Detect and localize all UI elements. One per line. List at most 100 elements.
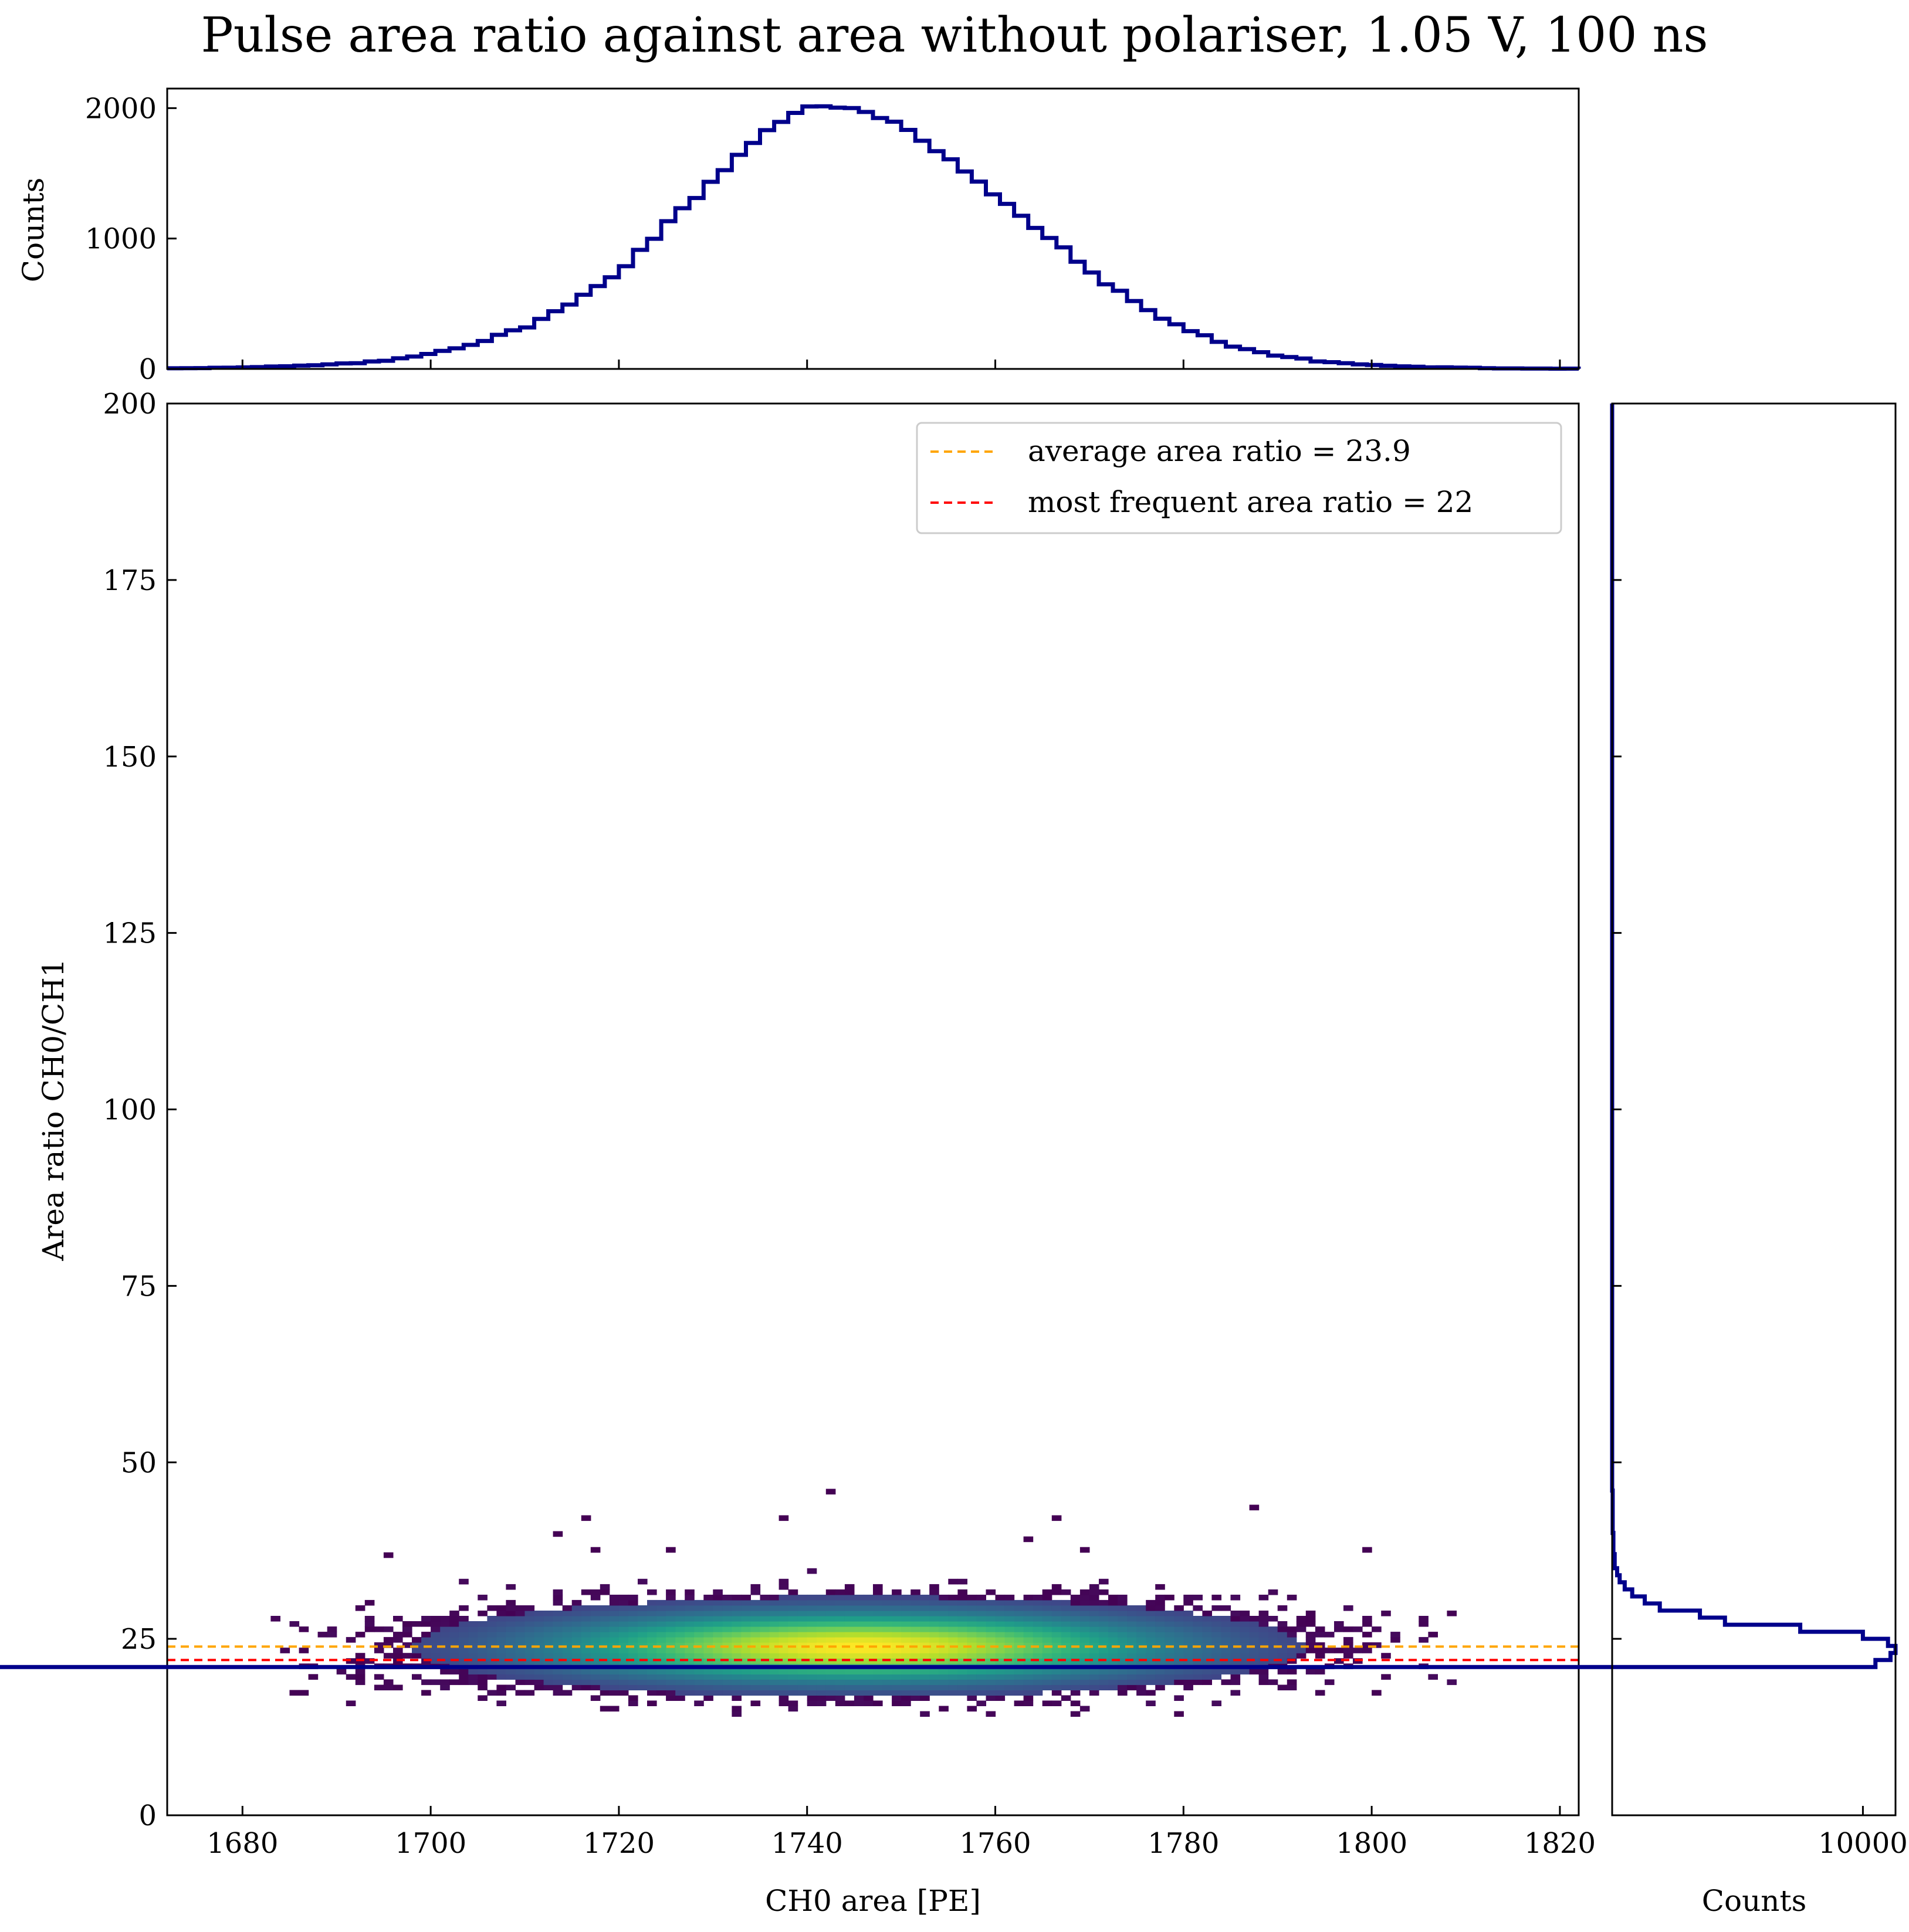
heatmap-cell <box>864 1658 874 1664</box>
heatmap-cell <box>1155 1674 1165 1680</box>
heatmap-cell <box>976 1653 986 1659</box>
heatmap-cell <box>816 1626 827 1632</box>
heatmap-cell <box>816 1674 827 1680</box>
heatmap-cell <box>1268 1658 1278 1664</box>
heatmap-cell <box>1127 1637 1137 1643</box>
heatmap-cell <box>1099 1632 1109 1638</box>
heatmap-cell <box>317 1632 328 1638</box>
heatmap-cell <box>929 1684 939 1690</box>
heatmap-cell <box>1343 1648 1353 1653</box>
heatmap-cell <box>1042 1621 1052 1627</box>
heatmap-cell <box>506 1626 516 1632</box>
heatmap-cell <box>1004 1605 1015 1611</box>
heatmap-cell <box>750 1642 761 1648</box>
heatmap-cell <box>1249 1632 1260 1638</box>
heatmap-cell <box>562 1658 573 1664</box>
heatmap-cell <box>1211 1632 1221 1638</box>
heatmap-cell <box>628 1616 638 1622</box>
heatmap-cell <box>1155 1621 1165 1627</box>
heatmap-cell <box>553 1690 563 1696</box>
heatmap-cell <box>1146 1669 1156 1675</box>
heatmap-cell <box>506 1621 516 1627</box>
heatmap-cell <box>873 1616 883 1622</box>
heatmap-cell <box>590 1658 601 1664</box>
heatmap-cell <box>750 1621 761 1627</box>
heatmap-cell <box>1305 1642 1316 1648</box>
heatmap-cell <box>911 1695 920 1701</box>
heatmap-cell <box>864 1621 874 1627</box>
heatmap-cell <box>864 1679 874 1685</box>
heatmap-cell <box>816 1690 827 1696</box>
heatmap-cell <box>807 1684 817 1690</box>
heatmap-cell <box>694 1605 704 1611</box>
heatmap-cell <box>1014 1637 1024 1643</box>
heatmap-cell <box>1202 1653 1212 1659</box>
heatmap-cell <box>1051 1684 1062 1690</box>
heatmap-cell <box>1202 1669 1212 1675</box>
heatmap-cell <box>543 1632 554 1638</box>
heatmap-cell <box>1334 1648 1344 1653</box>
heatmap-cell <box>506 1584 516 1590</box>
heatmap-cell <box>581 1674 591 1680</box>
heatmap-cell <box>355 1674 365 1680</box>
heatmap-cell <box>957 1626 967 1632</box>
heatmap-cell <box>1023 1632 1034 1638</box>
heatmap-cell <box>524 1632 535 1638</box>
heatmap-cell <box>1258 1637 1269 1643</box>
heatmap-cell <box>1089 1632 1099 1638</box>
heatmap-cell <box>779 1700 789 1706</box>
heatmap-cell <box>1079 1669 1090 1675</box>
heatmap-cell <box>1061 1589 1071 1595</box>
heatmap-cell <box>939 1684 949 1690</box>
heatmap-cell <box>901 1700 911 1706</box>
heatmap-cell <box>656 1599 666 1606</box>
heatmap-cell <box>666 1632 676 1638</box>
heatmap-cell <box>825 1589 836 1595</box>
heatmap-cell <box>769 1599 780 1606</box>
heatmap-cell <box>929 1674 939 1680</box>
heatmap-cell <box>1136 1653 1146 1659</box>
heatmap-cell <box>524 1642 535 1648</box>
heatmap-cell <box>939 1642 949 1648</box>
heatmap-cell <box>901 1642 911 1648</box>
heatmap-cell <box>760 1684 770 1690</box>
heatmap-cell <box>741 1632 751 1638</box>
heatmap-cell <box>892 1695 902 1701</box>
heatmap-cell <box>920 1605 930 1611</box>
heatmap-cell <box>524 1653 535 1659</box>
heatmap-cell <box>685 1626 695 1632</box>
heatmap-cell <box>1315 1626 1325 1632</box>
heatmap-cell <box>618 1632 629 1638</box>
heatmap-cell <box>1136 1632 1146 1638</box>
heatmap-cell <box>506 1599 516 1606</box>
heatmap-cell <box>1089 1637 1099 1643</box>
heatmap-cell <box>543 1679 554 1685</box>
heatmap-cell <box>703 1669 713 1675</box>
heatmap-cell <box>694 1626 704 1632</box>
heatmap-cell <box>431 1679 441 1685</box>
heatmap-cell <box>788 1653 798 1659</box>
heatmap-cell <box>600 1589 610 1595</box>
heatmap-cell <box>478 1648 488 1653</box>
heatmap-cell <box>1146 1611 1156 1616</box>
heatmap-cell <box>553 1658 563 1664</box>
heatmap-cell <box>1051 1611 1062 1616</box>
heatmap-cell <box>911 1616 920 1622</box>
heatmap-cell <box>976 1626 986 1632</box>
heatmap-cell <box>543 1626 554 1632</box>
heatmap-cell <box>976 1642 986 1648</box>
heatmap-cell <box>581 1611 591 1616</box>
heatmap-cell <box>1193 1632 1203 1638</box>
heatmap-cell <box>1193 1626 1203 1632</box>
heatmap-cell <box>590 1594 601 1601</box>
heatmap-cell <box>1042 1679 1052 1685</box>
heatmap-cell <box>459 1679 469 1685</box>
heatmap-cell <box>901 1605 911 1611</box>
heatmap-cell <box>741 1626 751 1632</box>
heatmap-cell <box>854 1599 864 1606</box>
heatmap-cell <box>515 1653 526 1659</box>
heatmap-cell <box>864 1648 874 1653</box>
heatmap-cell <box>1108 1626 1118 1632</box>
heatmap-cell <box>873 1669 883 1675</box>
heatmap-cell <box>1099 1674 1109 1680</box>
